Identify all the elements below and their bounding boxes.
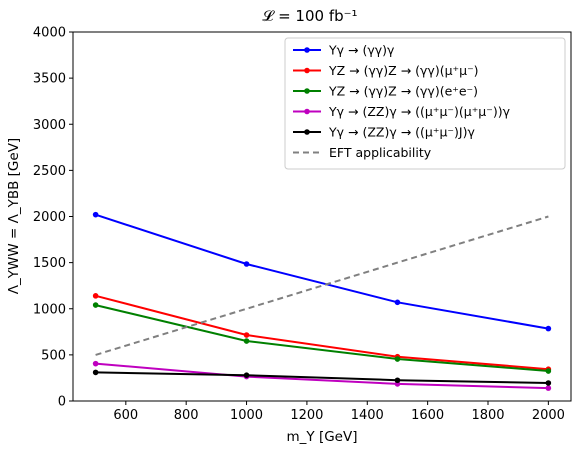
y-tick-label: 0 bbox=[58, 395, 66, 410]
y-tick-label: 2500 bbox=[33, 164, 66, 179]
data-point bbox=[394, 356, 401, 362]
data-point bbox=[243, 372, 250, 378]
data-point bbox=[92, 293, 99, 299]
y-tick-label: 4000 bbox=[33, 26, 66, 41]
x-axis-label: m_Y [GeV] bbox=[287, 429, 358, 445]
legend-label: Yγ → (ZZ)γ → ((μ⁺μ⁻)J)γ bbox=[328, 125, 475, 140]
legend-marker bbox=[304, 129, 310, 135]
data-point bbox=[243, 338, 250, 344]
legend-label: Yγ → (γγ)γ bbox=[328, 43, 395, 58]
series-line-1 bbox=[95, 294, 549, 371]
data-point bbox=[394, 377, 401, 384]
x-tick-label: 800 bbox=[174, 408, 199, 423]
legend-label: YZ → (γγ)Z → (γγ)(e⁺e⁻) bbox=[328, 84, 478, 99]
legend-marker bbox=[304, 67, 310, 74]
data-point bbox=[545, 325, 552, 332]
legend-marker bbox=[304, 88, 310, 94]
legend-marker bbox=[304, 47, 310, 53]
data-point bbox=[92, 360, 99, 367]
series-line-4 bbox=[95, 371, 549, 384]
y-tick-label: 3000 bbox=[33, 118, 66, 133]
y-tick-label: 500 bbox=[41, 348, 66, 363]
data-point bbox=[545, 368, 552, 374]
x-tick-label: 1600 bbox=[411, 408, 444, 423]
legend-label: YZ → (γγ)Z → (γγ)(μ⁺μ⁻) bbox=[328, 63, 479, 78]
legend: Yγ → (γγ)γ YZ → (γγ)Z → (γγ)(μ⁺μ⁻) YZ → (γ… bbox=[284, 37, 566, 170]
x-tick-label: 1800 bbox=[471, 408, 504, 423]
series-line-0 bbox=[95, 213, 549, 330]
series-line-3 bbox=[95, 362, 549, 390]
x-tick-label: 2000 bbox=[532, 408, 565, 423]
chart-title: 𝓛 = 100 fb⁻¹ bbox=[262, 7, 357, 25]
data-point bbox=[545, 380, 552, 386]
y-tick-label: 1000 bbox=[33, 302, 66, 317]
legend-marker bbox=[304, 108, 310, 115]
data-point bbox=[92, 302, 99, 308]
x-tick-label: 1400 bbox=[351, 408, 384, 423]
legend-label: Yγ → (ZZ)γ → ((μ⁺μ⁻)(μ⁺μ⁻))γ bbox=[328, 104, 511, 119]
data-point bbox=[92, 369, 99, 376]
legend-box bbox=[284, 37, 566, 170]
data-point bbox=[243, 261, 250, 267]
plot-area bbox=[92, 211, 552, 391]
data-point bbox=[545, 385, 552, 391]
data-point bbox=[243, 332, 250, 338]
data-point bbox=[92, 211, 99, 218]
y-tick-label: 3500 bbox=[33, 72, 66, 87]
y-axis-label: Λ_YWW = Λ_YBB [GeV] bbox=[6, 138, 22, 294]
legend-label: EFT applicability bbox=[329, 145, 432, 160]
x-tick-label: 600 bbox=[113, 408, 138, 423]
y-tick-label: 2000 bbox=[33, 210, 66, 225]
x-tick-label: 1000 bbox=[230, 408, 263, 423]
y-tick-label: 1500 bbox=[33, 256, 66, 271]
series-line-2 bbox=[95, 304, 549, 372]
axis-ticks: 600 800 1000 1200 1400 1600 1800 2000 0 500 1000 15… bbox=[33, 26, 565, 424]
series-line-5 bbox=[95, 215, 549, 356]
data-point bbox=[394, 299, 401, 306]
x-tick-label: 1200 bbox=[290, 408, 323, 423]
